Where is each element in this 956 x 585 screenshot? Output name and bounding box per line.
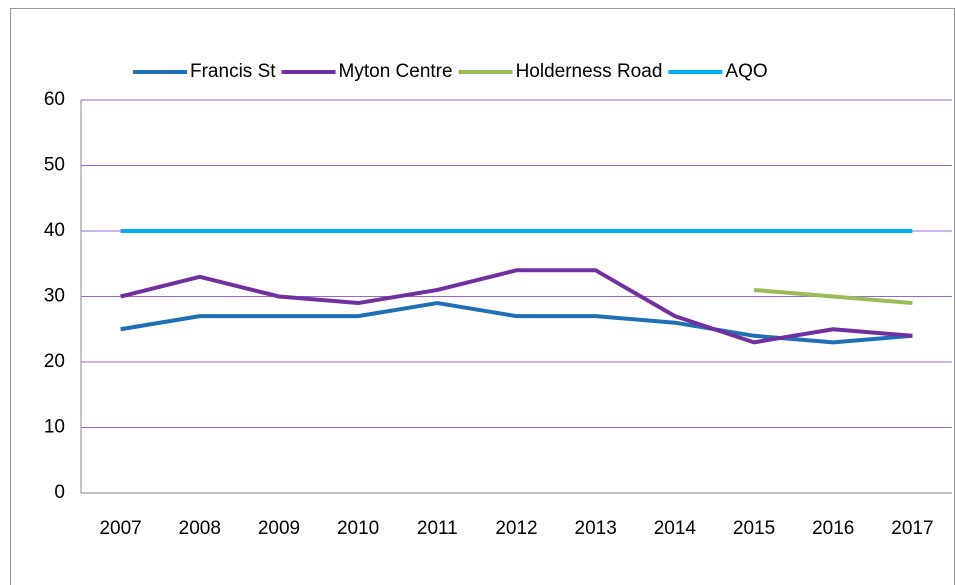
y-tick-label: 40 (44, 220, 65, 241)
legend-label: Holderness Road (516, 61, 663, 82)
legend-label: Myton Centre (339, 61, 453, 82)
x-tick-label: 2012 (495, 518, 537, 539)
x-tick-label: 2014 (654, 518, 697, 539)
legend-label: AQO (725, 61, 767, 82)
x-tick-label: 2011 (417, 518, 458, 539)
x-tick-label: 2007 (99, 518, 141, 539)
series-line (120, 268, 913, 345)
y-tick-label: 0 (54, 482, 65, 503)
x-tick-label: 2017 (891, 518, 933, 539)
x-tick-label: 2013 (575, 518, 617, 539)
legend-label: Francis St (190, 61, 276, 82)
series-line (753, 287, 913, 306)
y-tick-label: 50 (44, 155, 65, 176)
y-tick-label: 20 (44, 351, 65, 372)
y-tick-label: 30 (44, 286, 65, 307)
x-tick-label: 2010 (337, 518, 379, 539)
x-tick-label: 2009 (258, 518, 300, 539)
x-tick-label: 2015 (733, 518, 775, 539)
x-tick-label: 2016 (812, 518, 854, 539)
x-tick-label: 2008 (179, 518, 221, 539)
y-tick-label: 60 (44, 89, 65, 110)
y-tick-label: 10 (44, 417, 65, 438)
